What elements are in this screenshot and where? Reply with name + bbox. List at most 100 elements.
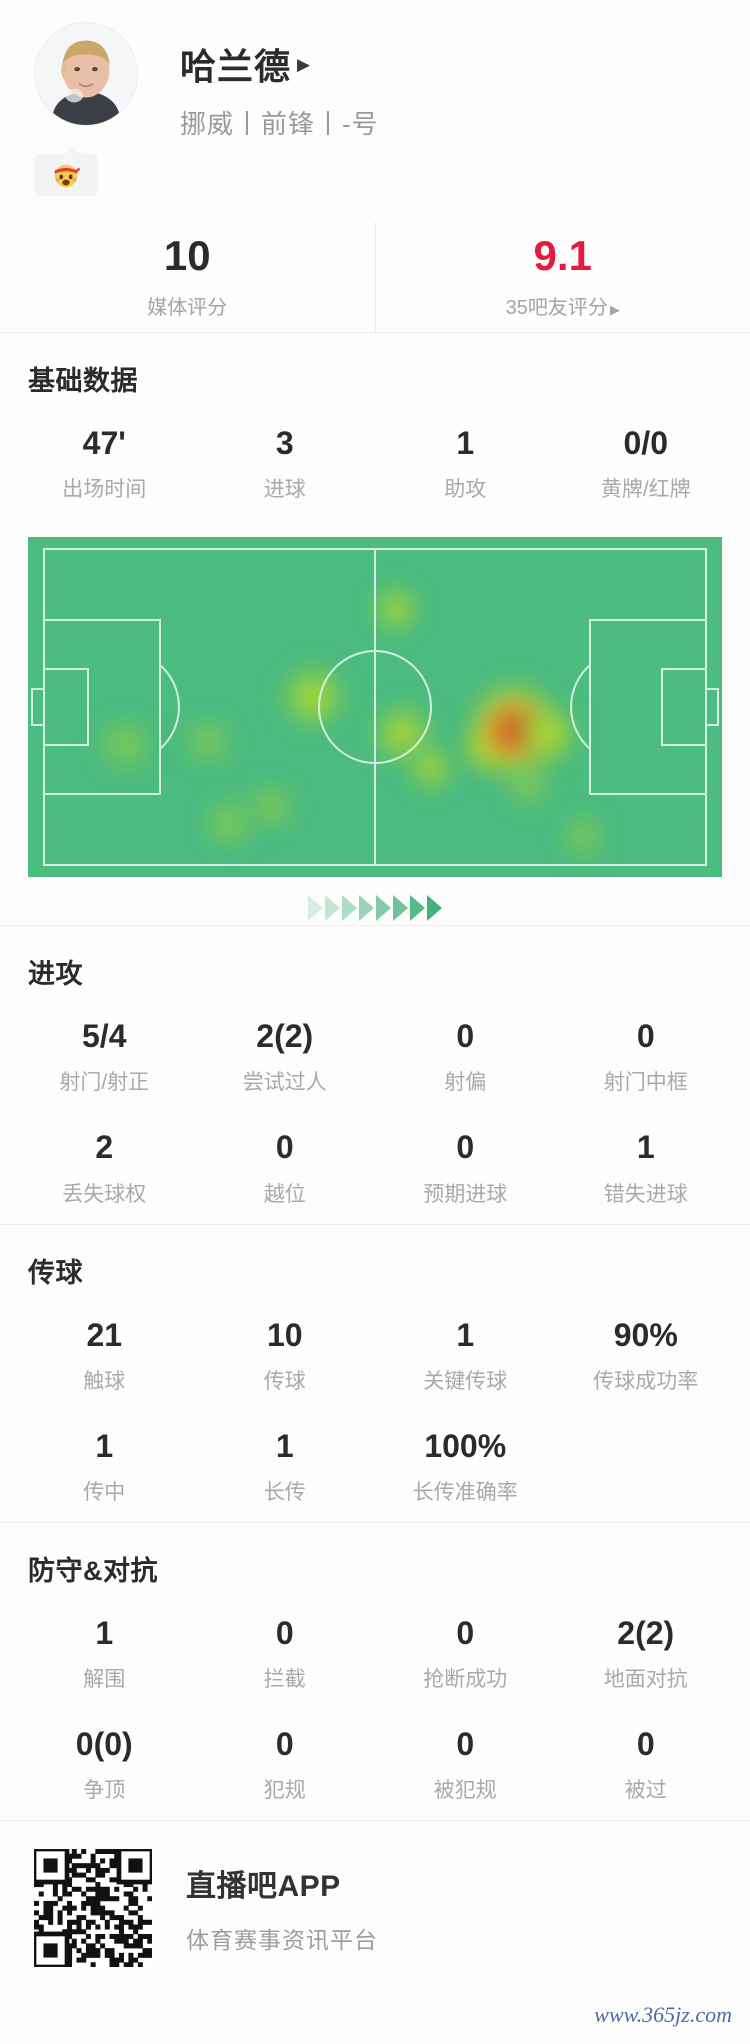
heat-blob [559,812,608,861]
pitch-lines [31,548,719,867]
stat-label: 被犯规 [433,1779,497,1803]
pitch-heatmap[interactable] [28,537,722,878]
stat-value: 1 [456,1316,475,1353]
stat-cell: 10 传球 [195,1300,376,1411]
player-name: 哈兰德 [180,46,292,87]
stat-cell: 0 拦截 [195,1598,376,1709]
app-info: 直播吧APP 体育赛事资讯平台 [186,1861,378,1955]
section-divider [0,1820,750,1822]
stat-label: 进球 [263,478,306,502]
heatmap-section [0,519,750,925]
chevron-right-icon [325,895,340,922]
stat-value: 2 [95,1129,114,1166]
stat-cell: 0(0) 争顶 [14,1709,195,1820]
stat-cell: 90% 传球成功率 [556,1300,737,1411]
stat-label: 关键传球 [423,1369,508,1393]
stat-cell: 0 越位 [195,1112,376,1223]
section-title-basic: 基础数据 [28,366,138,396]
stat-label: 助攻 [444,478,487,502]
rating-media: 10 媒体评分 [0,222,375,332]
stat-value: 0 [275,1726,294,1763]
heat-blob [516,702,581,767]
stat-grid-attack: 5/4 射门/射正 2(2) 尝试过人 0 射偏 0 射门中框 2 丢失球权 0 越位 0 预… [0,991,750,1223]
chevron-right-icon[interactable]: ▶ [297,54,311,74]
ratings-row: 10 媒体评分 9.1 35吧友评分 ▶ [0,222,750,332]
direction-arrows [28,877,722,925]
rating-fans-label-text: 35吧友评分 [505,296,608,319]
stat-cell: 47' 出场时间 [14,408,195,519]
stat-label: 射偏 [444,1071,487,1095]
stat-label: 越位 [263,1182,306,1206]
stat-value: 2(2) [617,1614,675,1651]
stat-cell: 0 射门中框 [556,1001,737,1112]
qr-code[interactable] [34,1849,152,1968]
stat-label: 抢断成功 [423,1668,508,1692]
stat-value: 0 [456,1129,475,1166]
stat-value: 1 [95,1427,114,1464]
stat-label: 错失进球 [603,1182,688,1206]
stat-value: 10 [266,1316,303,1353]
heat-blob [244,779,297,832]
heat-blob [501,759,554,812]
stat-value: 21 [86,1316,123,1353]
stat-value: 0 [275,1129,294,1166]
stat-cell: 0/0 黄牌/红牌 [556,408,737,519]
stat-cell: 0 预期进球 [375,1112,556,1223]
stat-label: 尝试过人 [242,1071,327,1095]
rating-fans-label[interactable]: 35吧友评分 ▶ [506,291,620,320]
player-name-block: 哈兰德 ▶ 挪威丨前锋丨-号 [180,22,379,141]
stat-value: 47' [82,425,126,461]
stat-cell: 0 犯规 [195,1709,376,1820]
section-title-defense: 防守&对抗 [28,1555,158,1586]
stat-cell: 2(2) 地面对抗 [556,1598,737,1709]
heat-blob [404,742,457,795]
stat-value: 0 [636,1726,655,1763]
chevron-right-icon [410,895,425,922]
stat-grid-passing: 21 触球 10 传球 1 关键传球 90% 传球成功率 1 传中 1 长传 100% 长传准… [0,1290,750,1522]
stat-label: 射门中框 [603,1071,688,1095]
player-portrait-image [35,23,137,125]
stat-label: 被过 [624,1779,667,1803]
stat-label: 地面对抗 [603,1668,688,1692]
mood-bubble[interactable] [34,146,98,196]
rating-fans[interactable]: 9.1 35吧友评分 ▶ [374,222,750,332]
stat-cell: 1 错失进球 [556,1112,737,1223]
stat-grid-basic: 47' 出场时间 3 进球 1 助攻 0/0 黄牌/红牌 [0,398,750,519]
stat-label: 传球 [263,1369,306,1393]
stat-label: 犯规 [263,1779,306,1803]
rating-media-value: 10 [163,231,211,279]
player-header: 哈兰德 ▶ 挪威丨前锋丨-号 [0,0,750,140]
site-watermark: www.365jz.com [594,2002,732,2027]
stat-value: 1 [636,1129,655,1166]
stat-label: 争顶 [83,1779,126,1803]
stat-value: 2(2) [256,1018,314,1055]
stat-cell: 0 抢断成功 [375,1598,556,1709]
stat-cell: 100% 长传准确率 [375,1411,556,1522]
stat-cell: 0 被犯规 [375,1709,556,1820]
stat-grid-defense: 1 解围 0 拦截 0 抢断成功 2(2) 地面对抗 0(0) 争顶 0 犯规 0 被犯规 0… [0,1588,750,1820]
stat-value: 1 [456,425,475,461]
stat-cell: 0 射偏 [375,1001,556,1112]
chevron-right-icon [308,895,323,922]
stat-cell: 1 解围 [14,1598,195,1709]
stat-value: 0 [456,1726,475,1763]
rating-media-label: 媒体评分 [147,296,228,319]
section-title-passing: 传球 [28,1257,83,1288]
stat-value: 0(0) [75,1726,133,1763]
section-title-attack: 进攻 [28,959,83,990]
stat-cell: 1 长传 [195,1411,376,1522]
stat-cell: 1 传中 [14,1411,195,1522]
chevron-right-icon [427,895,442,922]
stat-cell: 2(2) 尝试过人 [195,1001,376,1112]
qr-code-image [34,1849,152,1968]
stat-value: 0 [275,1614,294,1651]
chevron-right-icon [359,895,374,922]
stat-label: 黄牌/红牌 [600,478,691,502]
stat-label: 拦截 [263,1668,306,1692]
section-divider [0,332,750,333]
stat-value: 1 [95,1614,114,1651]
stat-cell: 5/4 射门/射正 [14,1001,195,1112]
avatar[interactable] [34,22,138,126]
chevron-right-icon [393,895,408,922]
